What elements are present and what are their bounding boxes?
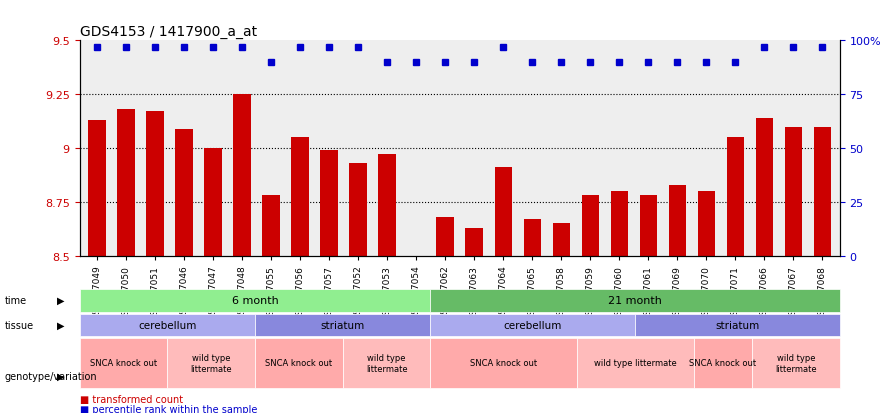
Text: time: time [4,295,27,306]
Bar [118,110,134,256]
Bar [146,112,164,256]
Bar [88,121,106,256]
Text: genotype/variation: genotype/variation [4,371,97,381]
Text: tissue: tissue [4,320,34,330]
Bar [466,228,483,256]
Text: ▶: ▶ [57,371,65,381]
Text: striatum: striatum [715,320,759,330]
Bar [756,119,774,256]
Bar [292,138,309,256]
Bar [640,196,657,256]
Text: wild type littermate: wild type littermate [594,358,676,368]
Bar [552,224,570,256]
Text: striatum: striatum [321,320,365,330]
Bar [813,127,831,256]
Bar [582,196,599,256]
Bar [378,155,396,256]
Text: ■ percentile rank within the sample: ■ percentile rank within the sample [80,404,257,413]
Bar [204,149,222,256]
Text: cerebellum: cerebellum [504,320,562,330]
Text: wild type
littermate: wild type littermate [190,354,232,373]
Text: wild type
littermate: wild type littermate [366,354,408,373]
Bar [611,192,628,256]
Text: SNCA knock out: SNCA knock out [470,358,537,368]
Bar [727,138,744,256]
Bar [349,164,367,256]
Bar [523,220,541,256]
Bar [233,95,251,256]
Text: ▶: ▶ [57,320,65,330]
Text: 6 month: 6 month [232,295,278,306]
Bar [668,185,686,256]
Text: ▶: ▶ [57,295,65,306]
Text: ■ transformed count: ■ transformed count [80,394,183,404]
Text: SNCA knock out: SNCA knock out [690,358,757,368]
Text: SNCA knock out: SNCA knock out [90,358,157,368]
Bar [697,192,715,256]
Bar [263,196,279,256]
Text: GDS4153 / 1417900_a_at: GDS4153 / 1417900_a_at [80,25,256,39]
Bar [175,129,193,256]
Text: cerebellum: cerebellum [138,320,196,330]
Text: SNCA knock out: SNCA knock out [265,358,332,368]
Text: 21 month: 21 month [608,295,662,306]
Bar [437,217,453,256]
Bar [494,168,512,256]
Bar [320,151,338,256]
Bar [785,127,802,256]
Text: wild type
littermate: wild type littermate [775,354,817,373]
